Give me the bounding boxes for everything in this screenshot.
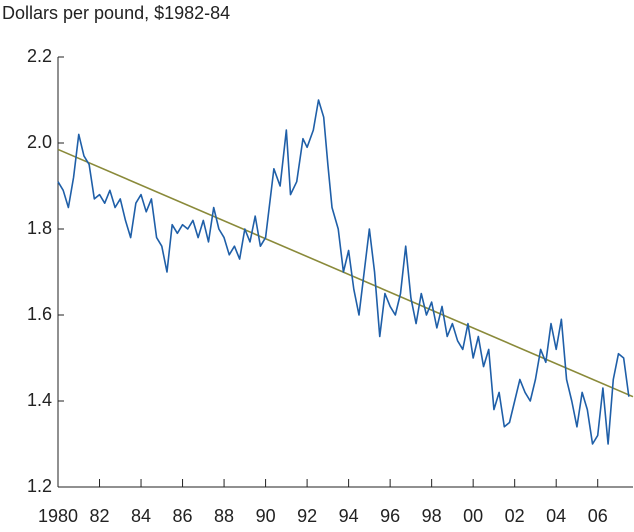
y-tick-label: 1.8 bbox=[27, 218, 52, 238]
y-tick-label: 1.4 bbox=[27, 390, 52, 410]
series-line bbox=[57, 99, 630, 445]
x-tick-label: 02 bbox=[505, 506, 525, 526]
x-tick-label: 06 bbox=[588, 506, 608, 526]
x-tick-label: 90 bbox=[256, 506, 276, 526]
x-tick-label: 92 bbox=[297, 506, 317, 526]
x-tick-label: 98 bbox=[422, 506, 442, 526]
x-tick-label: 00 bbox=[463, 506, 483, 526]
x-tick-label: 88 bbox=[214, 506, 234, 526]
x-tick-label: 96 bbox=[380, 506, 400, 526]
series-line bbox=[57, 148, 634, 398]
y-tick-label: 1.6 bbox=[27, 304, 52, 324]
x-tick-label: 04 bbox=[546, 506, 566, 526]
chart-title: Dollars per pound, $1982-84 bbox=[2, 3, 230, 23]
x-tick-label: 84 bbox=[131, 506, 151, 526]
y-tick-label: 1.2 bbox=[27, 476, 52, 496]
y-tick-label: 2.0 bbox=[27, 132, 52, 152]
x-tick-label: 82 bbox=[90, 506, 110, 526]
y-tick-label: 2.2 bbox=[27, 46, 52, 66]
x-tick-label: 94 bbox=[339, 506, 359, 526]
x-tick-label: 1980 bbox=[38, 506, 78, 526]
x-tick-label: 86 bbox=[173, 506, 193, 526]
